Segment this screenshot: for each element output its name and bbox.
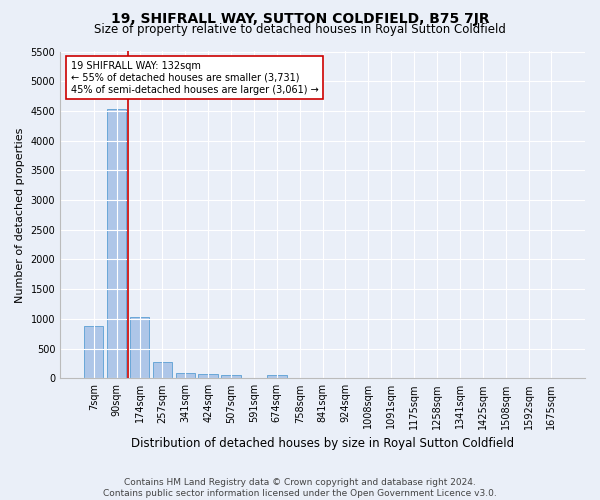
Bar — [130, 316, 149, 378]
Text: Contains HM Land Registry data © Crown copyright and database right 2024.
Contai: Contains HM Land Registry data © Crown c… — [103, 478, 497, 498]
Text: Size of property relative to detached houses in Royal Sutton Coldfield: Size of property relative to detached ho… — [94, 22, 506, 36]
X-axis label: Distribution of detached houses by size in Royal Sutton Coldfield: Distribution of detached houses by size … — [131, 437, 514, 450]
Bar — [267, 376, 287, 378]
Bar — [221, 375, 241, 378]
Text: 19, SHIFRALL WAY, SUTTON COLDFIELD, B75 7JR: 19, SHIFRALL WAY, SUTTON COLDFIELD, B75 … — [110, 12, 490, 26]
Bar — [199, 374, 218, 378]
Bar — [107, 108, 127, 378]
Y-axis label: Number of detached properties: Number of detached properties — [15, 127, 25, 302]
Bar — [152, 362, 172, 378]
Bar — [176, 372, 195, 378]
Bar — [84, 326, 103, 378]
Text: 19 SHIFRALL WAY: 132sqm
← 55% of detached houses are smaller (3,731)
45% of semi: 19 SHIFRALL WAY: 132sqm ← 55% of detache… — [71, 62, 319, 94]
